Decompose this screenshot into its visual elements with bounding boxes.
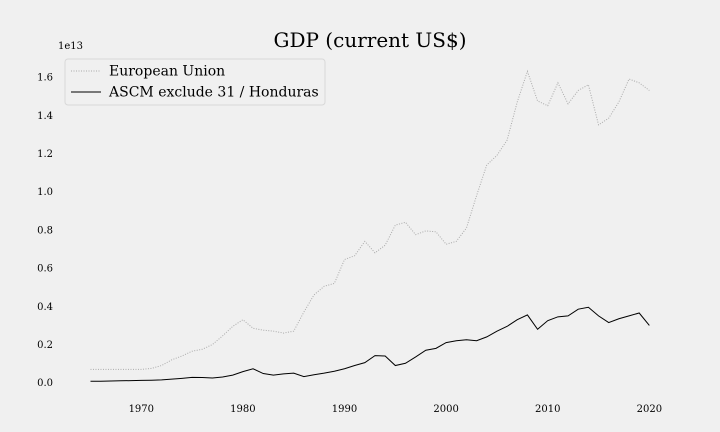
y-tick-label: 0.6 <box>37 264 53 275</box>
legend: European Union ASCM exclude 31 / Hondura… <box>64 58 326 106</box>
y-tick-label: 0.4 <box>37 302 53 313</box>
x-tick-label: 2010 <box>535 404 560 415</box>
legend-box <box>64 58 326 106</box>
y-tick-label: 0.8 <box>37 225 53 236</box>
legend-label-ascm-honduras: ASCM exclude 31 / Honduras <box>108 85 319 101</box>
y-tick-label: 0.0 <box>37 378 53 389</box>
x-tick-label: 2020 <box>637 404 662 415</box>
series-line-ascm-exclude-31-honduras <box>90 306 650 382</box>
y-axis: 0.0 0.2 0.4 0.6 0.8 1.0 1.2 1.4 1.6 <box>37 73 53 390</box>
x-tick-label: 2000 <box>433 404 458 415</box>
series-line-european-union <box>90 69 650 370</box>
y-tick-label: 1.0 <box>37 187 53 198</box>
y-tick-label: 1.6 <box>37 73 53 84</box>
y-scale-label: 1e13 <box>58 41 83 52</box>
y-tick-label: 1.4 <box>37 111 53 122</box>
x-axis: 1970 1980 1990 2000 2010 2020 <box>129 404 663 415</box>
x-tick-label: 1980 <box>230 404 255 415</box>
chart-title: GDP (current US$) <box>273 28 466 52</box>
legend-label-european-union: European Union <box>109 64 225 80</box>
x-tick-label: 1970 <box>129 404 154 415</box>
series-layer <box>90 69 650 382</box>
y-tick-label: 0.2 <box>37 340 53 351</box>
x-tick-label: 1990 <box>332 404 357 415</box>
y-tick-label: 1.2 <box>37 149 53 160</box>
